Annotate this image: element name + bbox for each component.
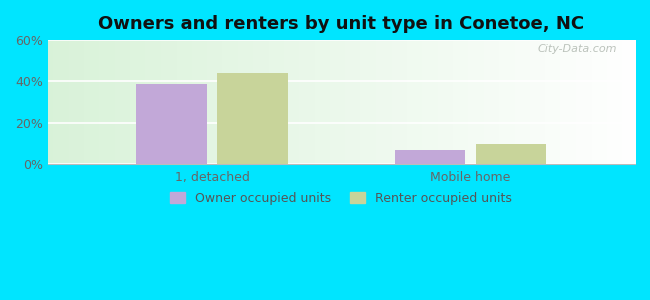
Legend: Owner occupied units, Renter occupied units: Owner occupied units, Renter occupied un…	[166, 187, 517, 210]
Text: City-Data.com: City-Data.com	[538, 44, 617, 54]
Bar	[136, 84, 207, 164]
Bar	[395, 150, 465, 164]
Bar	[476, 143, 546, 164]
Title: Owners and renters by unit type in Conetoe, NC: Owners and renters by unit type in Conet…	[98, 15, 584, 33]
Bar	[218, 73, 288, 164]
